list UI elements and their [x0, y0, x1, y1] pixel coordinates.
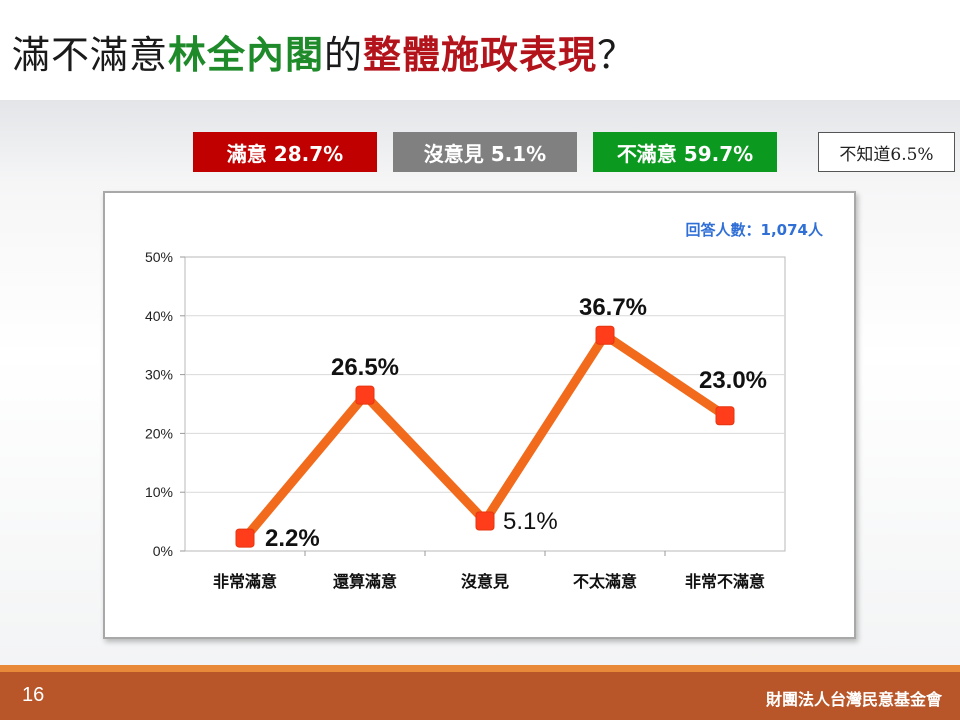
title-part-1: 滿不滿意 [12, 33, 169, 77]
title-part-3: 的 [324, 33, 364, 77]
y-tick-label: 30% [145, 367, 173, 383]
line-chart: 0% 10% 20% 30% 40% 50% 非常滿意 還算滿意 沒意見 不太滿意 非常不滿意 2.2… [145, 221, 824, 591]
page-number: 16 [22, 684, 45, 706]
title-part-performance: 整體施政表現 [363, 33, 598, 77]
x-tick-label: 非常滿意 [213, 572, 277, 591]
summary-unknown-badge: 不知道6.5% [818, 132, 955, 172]
chart-frame: 0% 10% 20% 30% 40% 50% 非常滿意 還算滿意 沒意見 不太滿意 非常不滿意 2.2… [103, 191, 856, 639]
y-tick-label: 10% [145, 484, 173, 500]
x-tick-label: 非常不滿意 [685, 572, 765, 591]
data-point-marker [595, 325, 615, 345]
data-label: 23.0% [699, 367, 767, 394]
data-label: 2.2% [265, 525, 320, 552]
data-point-marker [355, 385, 375, 405]
plot-area [184, 256, 786, 552]
data-label: 36.7% [579, 294, 647, 321]
y-tick-label: 20% [145, 425, 173, 441]
y-tick-label: 0% [153, 543, 173, 559]
y-tick-label: 50% [145, 249, 173, 265]
page-title: 滿不滿意林全內閣的整體施政表現？ [12, 24, 636, 79]
summary-neutral-badge: 沒意見 5.1% [393, 132, 577, 172]
title-part-question-mark: ？ [597, 33, 637, 77]
data-point-marker [475, 511, 495, 531]
x-tick-label: 不太滿意 [573, 572, 637, 591]
data-label: 26.5% [331, 354, 399, 381]
x-tick-label: 沒意見 [461, 572, 509, 591]
summary-satisfied-badge: 滿意 28.7% [193, 132, 377, 172]
respondents-count: 回答人數：1,074人 [686, 221, 824, 239]
y-tick-label: 40% [145, 308, 173, 324]
organization-name: 財團法人台灣民意基金會 [765, 690, 942, 709]
data-point-marker [715, 406, 735, 426]
summary-dissatisfied-badge: 不滿意 59.7% [593, 132, 777, 172]
footer-bar: 16 財團法人台灣民意基金會 [0, 672, 960, 720]
title-bar: 滿不滿意林全內閣的整體施政表現？ [0, 0, 960, 100]
footer-stripe [0, 665, 960, 672]
title-part-cabinet: 林全內閣 [168, 33, 325, 77]
data-point-marker [235, 528, 255, 548]
x-tick-label: 還算滿意 [333, 572, 397, 591]
data-label: 5.1% [503, 508, 558, 535]
